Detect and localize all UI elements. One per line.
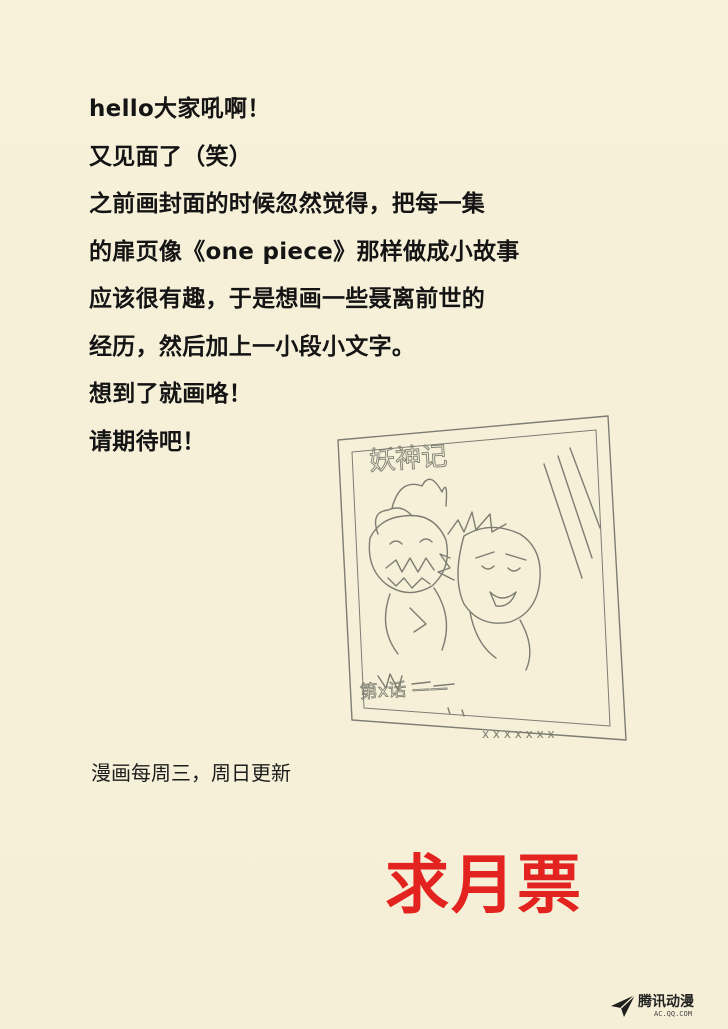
watermark-url: AC.QQ.COM: [654, 1010, 692, 1018]
sketch-frame: [337, 415, 627, 741]
note-line-7: 想到了就画咯！: [89, 381, 253, 407]
character-right-hair: [447, 511, 507, 535]
sketch-title: 妖神记: [368, 442, 448, 477]
note-line-3: 之前画封面的时候忽然觉得，把每一集: [89, 191, 486, 217]
note-line-4: 的扉页像《one piece》那样做成小故事: [89, 238, 520, 265]
sketch-footer: x x x x x x x: [482, 727, 555, 741]
note-line-2: 又见面了（笑）: [89, 143, 253, 170]
update-schedule: 漫画每周三，周日更新: [91, 761, 291, 785]
author-note: hello大家吼啊！ 又见面了（笑） 之前画封面的时候忽然觉得，把每一集 的扉页…: [89, 86, 559, 466]
character-left-hair: [391, 478, 448, 509]
sketch-drawing: 妖神记 第x话 —— x x x x x x x: [337, 415, 627, 741]
watermark-name: 腾讯动漫: [638, 994, 694, 1010]
note-line-5: 应该很有趣，于是想画一些聂离前世的: [89, 286, 486, 312]
character-left-face: [368, 514, 449, 594]
character-right-face: [457, 526, 541, 624]
monthly-ticket-request: 求月票: [385, 849, 583, 923]
note-line-1: hello大家吼啊！: [89, 96, 271, 122]
cover-sketch: 妖神记 第x话 —— x x x x x x x: [330, 408, 630, 748]
paper-plane-icon: [611, 994, 636, 1017]
note-line-6: 经历，然后加上一小段小文字。: [89, 333, 416, 360]
sketch-inner-frame: [351, 429, 611, 727]
note-line-8: 请期待吧！: [89, 428, 206, 455]
watermark: 腾讯动漫 AC.QQ.COM: [610, 991, 720, 1023]
sketch-caption: 第x话 ——: [359, 677, 448, 703]
